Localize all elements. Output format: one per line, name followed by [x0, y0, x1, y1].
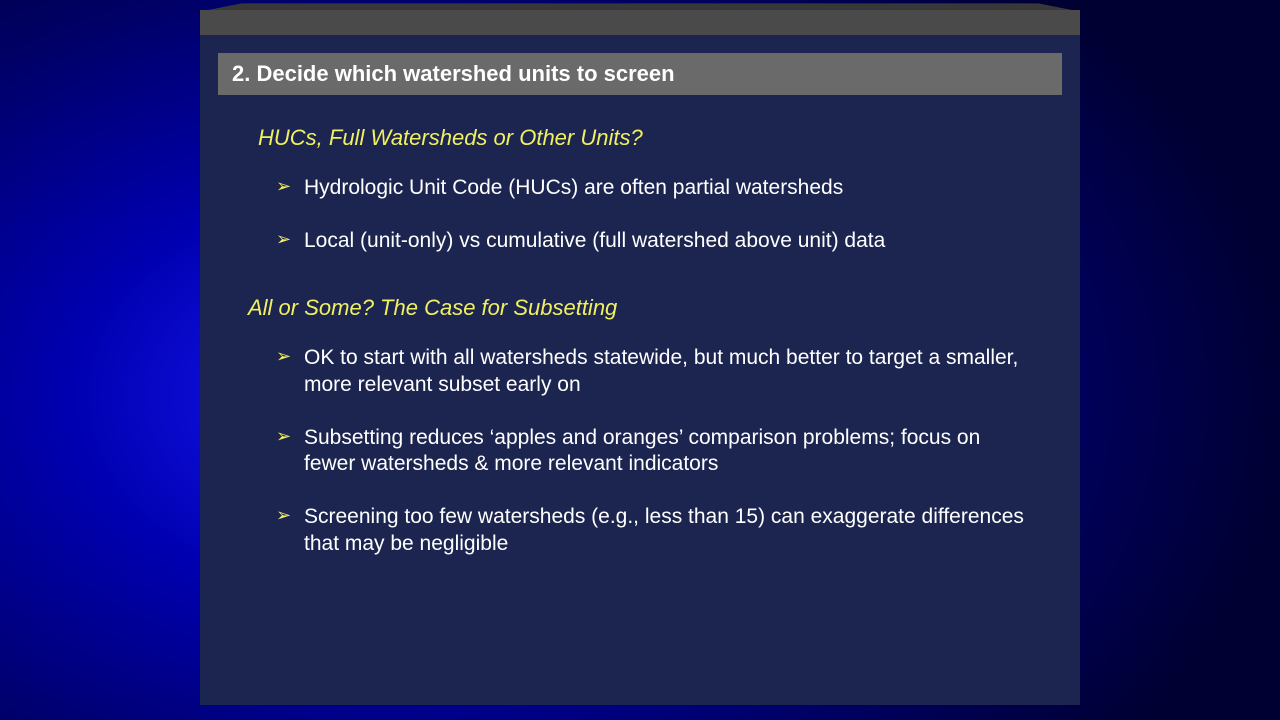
- section1-heading: HUCs, Full Watersheds or Other Units?: [258, 125, 1032, 151]
- slide-content: HUCs, Full Watersheds or Other Units? Hy…: [218, 125, 1062, 558]
- slide-body: 2. Decide which watershed units to scree…: [200, 35, 1080, 705]
- bullet-item: Hydrologic Unit Code (HUCs) are often pa…: [276, 175, 1032, 202]
- bullet-item: Subsetting reduces ‘apples and oranges’ …: [276, 425, 1032, 479]
- slide-title-text: 2. Decide which watershed units to scree…: [232, 61, 675, 86]
- section1-bullets: Hydrologic Unit Code (HUCs) are often pa…: [258, 175, 1032, 255]
- bullet-item: Screening too few watersheds (e.g., less…: [276, 504, 1032, 558]
- section2-heading: All or Some? The Case for Subsetting: [248, 295, 1032, 321]
- title-bar-wrap: 2. Decide which watershed units to scree…: [218, 53, 1062, 95]
- bullet-item: OK to start with all watersheds statewid…: [276, 345, 1032, 399]
- bullet-item: Local (unit-only) vs cumulative (full wa…: [276, 228, 1032, 255]
- slide-top-bevel: [200, 10, 1080, 35]
- section2-bullets: OK to start with all watersheds statewid…: [258, 345, 1032, 558]
- slide-container: 2. Decide which watershed units to scree…: [200, 10, 1080, 710]
- slide-title-bar: 2. Decide which watershed units to scree…: [218, 53, 1062, 95]
